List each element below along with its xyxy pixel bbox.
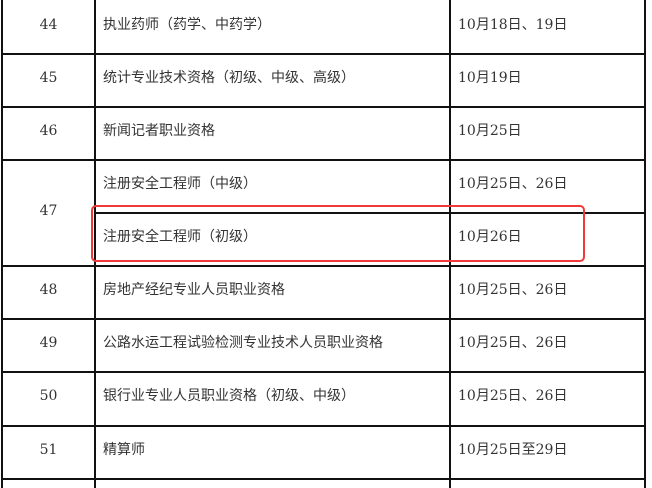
exam-name: 注册安全工程师（中级） — [103, 176, 257, 192]
exam-name: 注册安全工程师（初级） — [103, 229, 257, 245]
row-divider — [94, 212, 646, 214]
row-divider — [1, 425, 646, 427]
table-border-right — [644, 0, 646, 488]
row-number: 46 — [39, 123, 58, 139]
exam-name: 执业药师（药学、中药学） — [103, 17, 271, 33]
exam-date: 10月26日 — [458, 229, 522, 245]
exam-date: 10月25日至29日 — [458, 442, 568, 458]
exam-date: 10月25日 — [458, 123, 522, 139]
exam-name: 公路水运工程试验检测专业技术人员职业资格 — [103, 335, 383, 351]
exam-name: 新闻记者职业资格 — [103, 123, 215, 139]
column-divider — [449, 0, 451, 488]
exam-date: 10月19日 — [458, 70, 522, 86]
row-number: 51 — [39, 442, 58, 458]
row-divider — [1, 159, 646, 161]
row-number: 44 — [39, 17, 58, 33]
exam-name: 统计专业技术资格（初级、中级、高级） — [103, 70, 355, 86]
row-number: 50 — [39, 388, 58, 404]
exam-date: 10月25日、26日 — [458, 176, 568, 192]
column-divider — [94, 0, 96, 488]
row-divider — [1, 318, 646, 320]
row-number: 49 — [39, 335, 58, 351]
row-divider — [1, 478, 646, 480]
exam-date: 10月25日、26日 — [458, 388, 568, 404]
exam-date: 10月25日、26日 — [458, 335, 568, 351]
exam-name: 银行业专业人员职业资格（初级、中级） — [103, 388, 355, 404]
row-divider — [1, 106, 646, 108]
exam-date: 10月18日、19日 — [458, 17, 568, 33]
row-divider — [1, 371, 646, 373]
row-number: 45 — [39, 70, 58, 86]
highlight-box — [91, 205, 585, 262]
exam-name: 精算师 — [103, 442, 145, 458]
row-number: 48 — [39, 282, 58, 298]
row-number: 47 — [39, 203, 58, 219]
table-border-left — [1, 0, 3, 488]
exam-name: 房地产经纪专业人员职业资格 — [103, 282, 285, 298]
exam-date: 10月25日、26日 — [458, 282, 568, 298]
row-divider — [1, 53, 646, 55]
row-divider — [1, 265, 646, 267]
